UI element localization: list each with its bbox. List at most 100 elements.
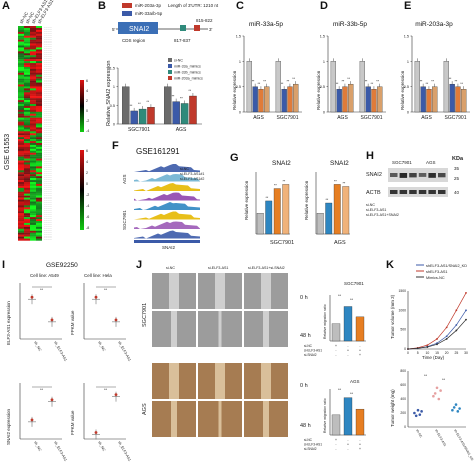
significance-label: ** bbox=[266, 196, 269, 200]
heatmap-cell bbox=[30, 84, 36, 87]
heatmap-cell bbox=[24, 199, 30, 202]
heatmap-cell bbox=[18, 68, 24, 72]
category-label: AGS bbox=[176, 127, 187, 133]
heatmap-gene-label: — — — — bbox=[44, 179, 52, 181]
sign-mark: - bbox=[335, 443, 336, 447]
condition-label: si-ELF3-AS1+si-SNAI2 bbox=[248, 266, 285, 270]
panel-g: G SNAI2 SNAI2 Relative expression Relati… bbox=[230, 140, 360, 250]
heatmap-cell bbox=[30, 90, 36, 93]
heatmap-cell bbox=[30, 41, 36, 44]
x-tick-label: sh_NC bbox=[97, 441, 106, 453]
heatmap-gene-label: — — — — bbox=[44, 146, 52, 148]
heatmap-gene-label: — — — — bbox=[44, 212, 52, 214]
heatmap-gene-label: — — — — bbox=[44, 66, 52, 68]
heatmap-cell bbox=[24, 189, 30, 192]
bar bbox=[172, 101, 180, 125]
heatmap-cell bbox=[24, 154, 30, 157]
heatmap-gene-label: — — — — bbox=[44, 77, 52, 79]
heatmap-cell bbox=[24, 129, 30, 132]
heatmap-cell bbox=[24, 107, 30, 111]
category-label: AGS bbox=[337, 115, 348, 121]
heatmap-cell bbox=[18, 65, 24, 68]
heatmap-cell bbox=[36, 131, 42, 134]
heatmap-cell bbox=[36, 183, 42, 187]
heatmap-cell bbox=[30, 78, 36, 81]
significance-label: ** bbox=[420, 80, 423, 84]
heatmap-cell bbox=[36, 199, 42, 202]
significance-label: ** bbox=[449, 77, 452, 81]
scale-tick-label: 6 bbox=[86, 149, 88, 153]
heatmap-cell bbox=[36, 76, 42, 79]
y-tick-label: 1.5 bbox=[236, 35, 241, 39]
heatmap-cell bbox=[18, 66, 24, 70]
heatmap-cell bbox=[24, 166, 30, 169]
heatmap-cell bbox=[18, 53, 24, 56]
heatmap-cell bbox=[24, 57, 30, 60]
y-tick-label: 200 bbox=[400, 411, 406, 415]
heatmap-cell bbox=[18, 148, 24, 151]
heatmap-cell bbox=[36, 66, 42, 70]
legend-swatch bbox=[168, 64, 172, 68]
heatmap-cell bbox=[18, 146, 24, 150]
heatmap-cell bbox=[18, 102, 24, 105]
row-label: AGS bbox=[142, 403, 148, 415]
data-point bbox=[50, 318, 54, 322]
utr-length-label: Length of 3'UTR: 1210 nt bbox=[168, 3, 219, 8]
heatmap-gene-label: — — — — bbox=[44, 27, 52, 29]
heatmap-cell bbox=[36, 217, 42, 220]
panel-a: A — — — — — — — — — — — — — — — — — — — — — —… bbox=[0, 0, 96, 246]
heatmap-cell bbox=[30, 45, 36, 48]
heatmap-gene-label: — — — — bbox=[44, 163, 52, 165]
heatmap-cell bbox=[24, 178, 30, 181]
heatmap-gene-label: — — — — bbox=[44, 103, 52, 105]
significance-label: ** bbox=[442, 377, 446, 382]
y-tick-label: 1.5 bbox=[404, 35, 409, 39]
heatmap-cell bbox=[18, 107, 24, 111]
heatmap-gene-label: — — — — bbox=[44, 136, 52, 138]
heatmap-cell bbox=[30, 76, 36, 79]
heatmap-gene-label: — — — — bbox=[44, 48, 52, 50]
legend-swatch bbox=[168, 58, 172, 62]
heatmap-gene-label: — — — — bbox=[44, 85, 52, 87]
bar bbox=[449, 83, 455, 113]
significance-label: ** bbox=[334, 179, 337, 183]
heatmap-cell bbox=[30, 238, 36, 241]
heatmap-cell bbox=[36, 148, 42, 151]
heatmap-cell bbox=[18, 47, 24, 50]
heatmap-cell bbox=[18, 238, 24, 241]
heatmap-gene-label: — — — — bbox=[44, 56, 52, 58]
category-label: SGC7901 bbox=[445, 115, 467, 121]
heatmap-cell bbox=[30, 193, 36, 196]
sign-mark: - bbox=[347, 344, 348, 348]
bar bbox=[432, 86, 438, 113]
heatmap-cell bbox=[30, 74, 36, 77]
y-axis-label: SNAI2 expression bbox=[6, 408, 11, 445]
heatmap-cell bbox=[30, 121, 36, 124]
scratch-gap bbox=[218, 311, 222, 347]
heatmap-cell bbox=[24, 182, 30, 185]
sign-mark: - bbox=[335, 349, 336, 353]
sign-row-label: si-NC bbox=[304, 344, 313, 348]
heatmap-cell bbox=[18, 29, 24, 33]
bar bbox=[264, 86, 270, 113]
scale-tick-label: 4 bbox=[86, 89, 88, 93]
data-point bbox=[114, 318, 118, 322]
heatmap-cell bbox=[18, 164, 24, 167]
heatmap-gene-label: — — — — bbox=[44, 34, 52, 36]
condition-label: si-NC bbox=[366, 203, 375, 207]
cds-label: CDS region bbox=[122, 38, 146, 43]
heatmap-gene-label: — — — — bbox=[44, 157, 52, 159]
heatmap-cell bbox=[36, 119, 42, 122]
heatmap-cell bbox=[36, 45, 42, 48]
bar bbox=[246, 61, 252, 113]
heatmap-cell bbox=[30, 201, 36, 204]
heatmap-gene-label: — — — — bbox=[44, 167, 52, 169]
heatmap-gene-label: — — — — bbox=[44, 81, 52, 83]
legend-item: miR-33a_mimics bbox=[174, 65, 201, 69]
heatmap-gene-label: — — — — bbox=[44, 155, 52, 157]
heatmap-cell bbox=[18, 26, 24, 29]
significance-label: ** bbox=[371, 82, 374, 86]
heatmap-gene-label: — — — — bbox=[44, 235, 52, 237]
y-tick-label: 1.5 bbox=[110, 67, 115, 71]
significance-label: ** bbox=[146, 100, 149, 104]
